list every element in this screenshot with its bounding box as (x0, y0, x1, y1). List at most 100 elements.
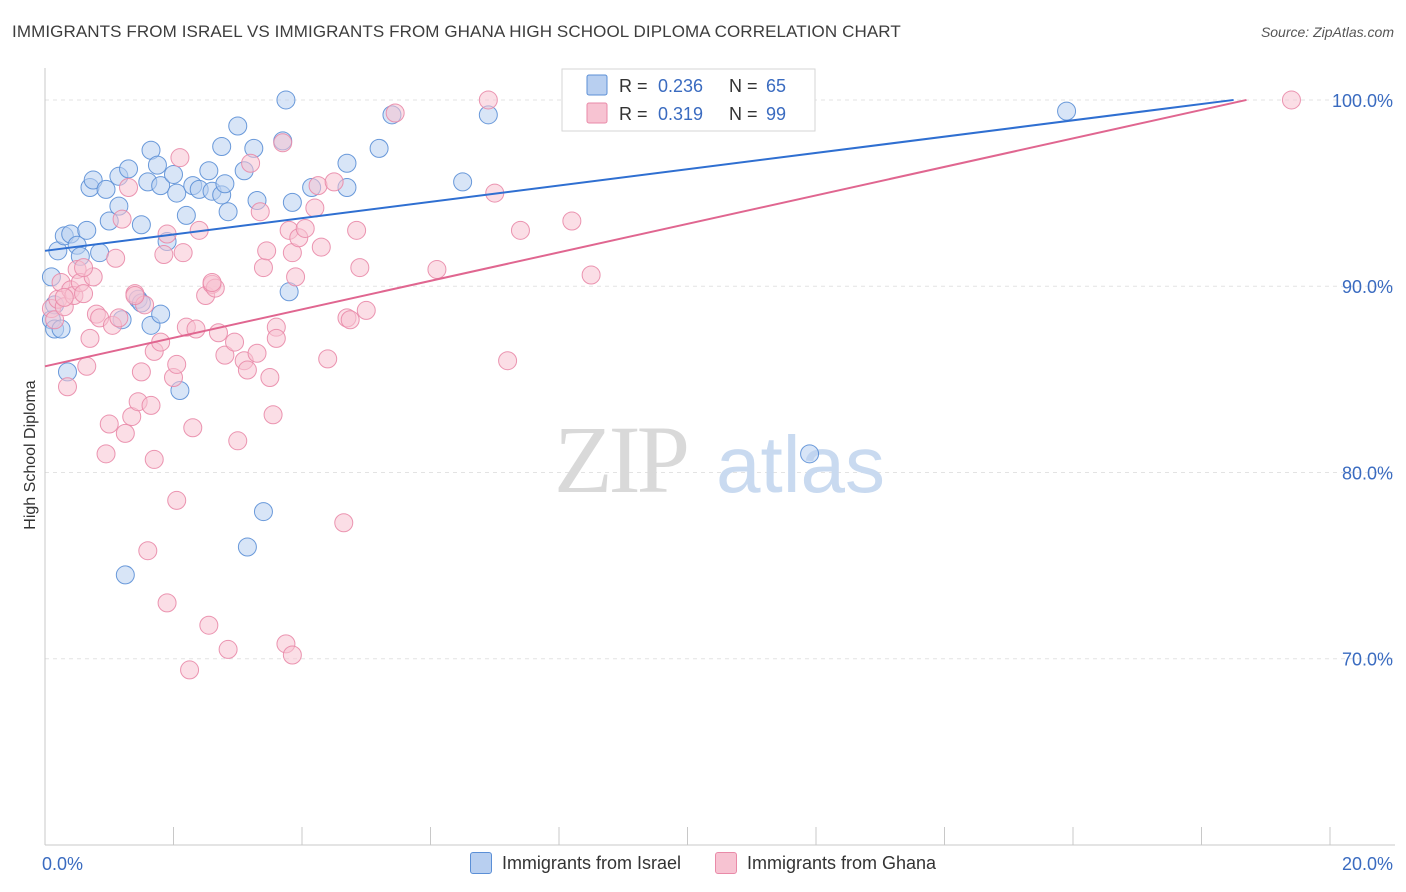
ghana-point (282, 645, 302, 665)
ghana-point (237, 360, 257, 380)
legend-n-label-israel: N = (729, 76, 758, 96)
legend-r-ghana: 0.319 (658, 104, 703, 124)
ghana-point (170, 148, 190, 168)
israel-point (282, 192, 302, 212)
israel-point (337, 153, 357, 173)
legend-n-ghana: 99 (766, 104, 786, 124)
ghana-point (173, 243, 193, 263)
ghana-point (308, 176, 328, 196)
israel-point (96, 179, 116, 199)
ghana-point (286, 267, 306, 287)
israel-point (212, 137, 232, 157)
israel-point (151, 304, 171, 324)
ghana-point (180, 660, 200, 680)
ghana-point (138, 541, 158, 561)
ghana-point (247, 343, 267, 363)
ghana-point (498, 351, 518, 371)
legend-item-ghana[interactable]: Immigrants from Ghana (714, 852, 937, 874)
ghana-point (131, 362, 151, 382)
y-axis-label: High School Diploma (22, 380, 39, 530)
x-tick-labels: 0.0% 20.0% (42, 854, 1393, 874)
legend-r-label-israel: R = (619, 76, 648, 96)
israel-point (115, 565, 135, 585)
ghana-point (183, 418, 203, 438)
israel-point (176, 205, 196, 225)
ghana-point (74, 284, 94, 304)
ghana-point (385, 103, 405, 123)
ghana-point (125, 286, 145, 306)
ghana-point (250, 202, 270, 222)
y-tick-label: 70.0% (1342, 650, 1393, 670)
ghana-point (167, 490, 187, 510)
legend-n-label-ghana: N = (729, 104, 758, 124)
ghana-point (141, 395, 161, 415)
watermark-zip: ZIP (554, 406, 687, 513)
legend-label-ghana: Immigrants from Ghana (746, 852, 937, 873)
ghana-point (157, 593, 177, 613)
ghana-point (427, 259, 447, 279)
ghana-point (225, 332, 245, 352)
ghana-point (295, 218, 315, 238)
ghana-point (241, 153, 261, 173)
ghana-point (202, 272, 222, 292)
ghana-point (562, 211, 582, 231)
legend-n-israel: 65 (766, 76, 786, 96)
israel-point (151, 176, 171, 196)
series-legend: Immigrants from Israel Immigrants from G… (0, 852, 1406, 874)
israel-point (228, 116, 248, 136)
ghana-point (273, 133, 293, 153)
ghana-point (318, 349, 338, 369)
ghana-point (199, 615, 219, 635)
chart-title: IMMIGRANTS FROM ISRAEL VS IMMIGRANTS FRO… (12, 22, 901, 41)
israel-point (83, 170, 103, 190)
trend-lines (44, 98, 1247, 368)
ghana-point (311, 237, 331, 257)
ghana-point (266, 328, 286, 348)
ghana-point (80, 328, 100, 348)
ghana-point (478, 90, 498, 110)
ghana-point (154, 245, 174, 265)
israel-point (199, 161, 219, 181)
israel-point (218, 202, 238, 222)
legend-swatch-ghana-bottom (714, 852, 737, 874)
ghana-point (77, 356, 97, 376)
ghana-point (340, 310, 360, 330)
ghana-point (99, 414, 119, 434)
ghana-point (57, 377, 77, 397)
stats-legend: R = 0.236 N = 65 R = 0.319 N = 99 (561, 68, 816, 132)
israel-point (215, 174, 235, 194)
ghana-point (96, 444, 116, 464)
legend-r-israel: 0.236 (658, 76, 703, 96)
legend-item-israel[interactable]: Immigrants from Israel (469, 852, 681, 874)
x-tick-label-max: 20.0% (1342, 854, 1393, 874)
y-tick-label: 100.0% (1332, 91, 1393, 111)
legend-label-israel: Immigrants from Israel (501, 852, 681, 873)
israel-point (453, 172, 473, 192)
y-tick-labels: 100.0% 90.0% 80.0% 70.0% (1332, 91, 1393, 670)
ghana-point (112, 209, 132, 229)
ghana-point (347, 220, 367, 240)
ghana-point (119, 177, 139, 197)
source-credit: Source: ZipAtlas.com (1260, 24, 1394, 40)
ghana-points (41, 90, 1301, 680)
ghana-point (144, 449, 164, 469)
ghana-point (581, 265, 601, 285)
ghana-point (263, 405, 283, 425)
x-tick-label-min: 0.0% (42, 854, 83, 874)
ghana-point (106, 248, 126, 268)
ghana-point (257, 241, 277, 261)
ghana-point (186, 319, 206, 339)
ghana-point (305, 198, 325, 218)
ghana-point (324, 172, 344, 192)
israel-point (1057, 101, 1077, 121)
watermark: ZIP atlas (554, 406, 885, 513)
axes (44, 68, 1395, 846)
israel-point (164, 164, 183, 184)
israel-point (276, 90, 296, 110)
israel-point (800, 444, 820, 464)
legend-swatch-ghana (586, 102, 608, 124)
watermark-atlas: atlas (716, 420, 885, 509)
ghana-point (510, 220, 530, 240)
y-tick-label: 80.0% (1342, 463, 1393, 483)
ghana-point (356, 300, 376, 320)
